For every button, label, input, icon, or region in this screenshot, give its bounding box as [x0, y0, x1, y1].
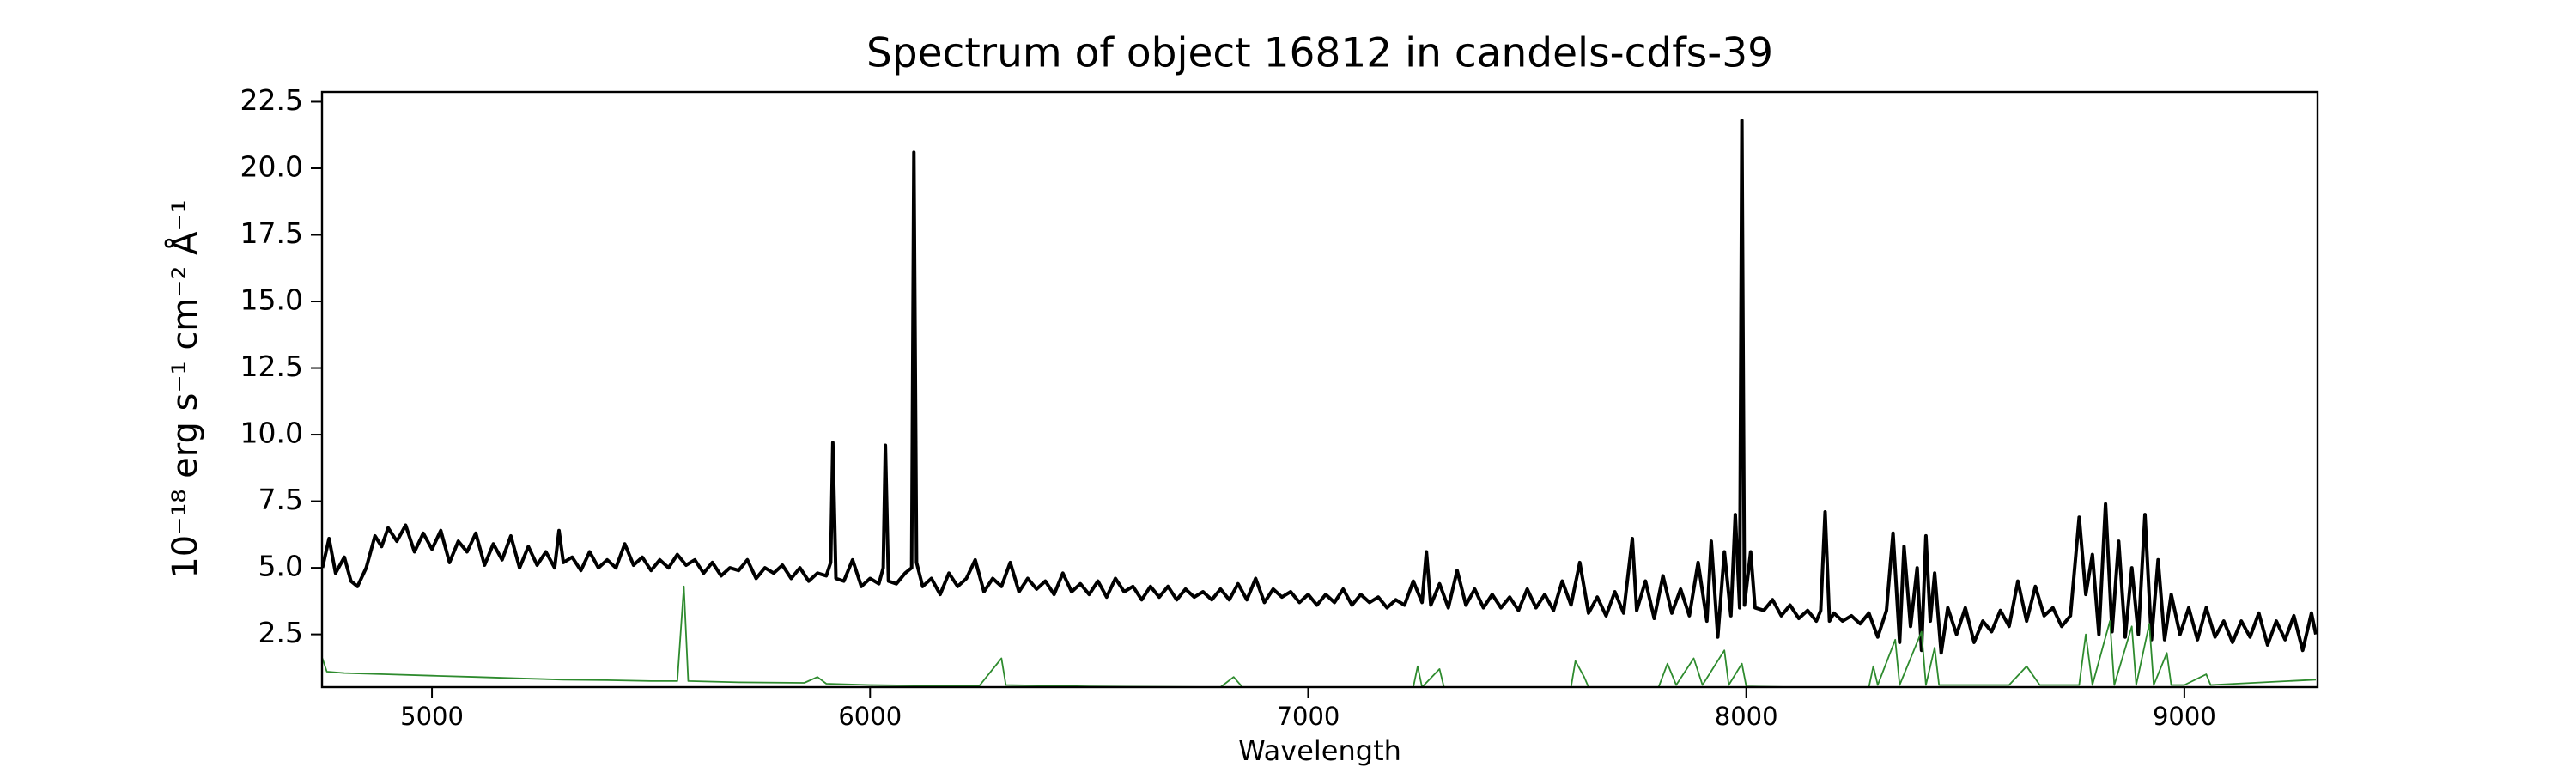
y-tick-label: 15.0	[240, 283, 303, 317]
y-tick-label: 17.5	[240, 216, 303, 250]
spectrum-line	[322, 119, 2318, 655]
y-axis-label: 10⁻¹⁸ erg s⁻¹ cm⁻² Å⁻¹	[164, 199, 205, 578]
x-tick-label: 6000	[838, 702, 902, 731]
x-tick-label: 5000	[400, 702, 464, 731]
y-tick-label: 2.5	[258, 616, 303, 649]
x-tick-label: 9000	[2153, 702, 2216, 731]
y-tick-label: 7.5	[258, 483, 303, 516]
plot-frame	[320, 90, 2319, 689]
spectrum-line	[322, 585, 2317, 687]
y-tick-label: 5.0	[258, 550, 303, 583]
y-tick-label: 20.0	[240, 149, 303, 183]
chart-title: Spectrum of object 16812 in candels-cdfs…	[866, 30, 1773, 77]
x-axis-label: Wavelength	[1238, 734, 1401, 767]
x-tick-label: 7000	[1277, 702, 1340, 731]
y-tick-label: 10.0	[240, 417, 303, 450]
x-tick-label: 8000	[1715, 702, 1778, 731]
y-tick-label: 12.5	[240, 350, 303, 383]
y-tick-label: 22.5	[240, 83, 303, 117]
